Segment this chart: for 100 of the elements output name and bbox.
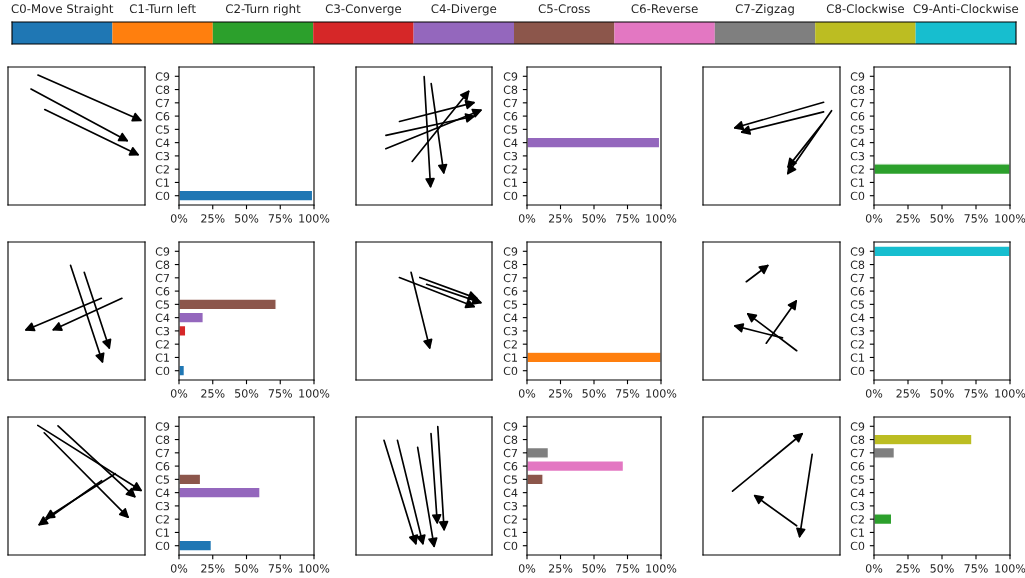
- y-tick-label: C0: [503, 366, 518, 376]
- x-tick-label: 25%: [548, 564, 573, 573]
- x-tick-label: 75%: [616, 389, 640, 398]
- x-tick-label: 75%: [964, 389, 988, 398]
- x-tick-label: 0%: [865, 389, 883, 398]
- y-tick-label: C2: [850, 340, 864, 349]
- y-tick-label: C7: [155, 273, 170, 283]
- y-tick-label: C8: [155, 260, 170, 269]
- y-tick-label: C6: [850, 462, 865, 471]
- y-tick-label: C4: [503, 138, 518, 148]
- y-tick-label: C5: [503, 300, 517, 309]
- y-tick-label: C7: [503, 448, 518, 458]
- y-tick-label: C7: [155, 448, 170, 458]
- y-tick-label: C0: [850, 366, 865, 376]
- y-tick-label: C9: [850, 247, 865, 256]
- y-tick-label: C4: [155, 138, 170, 148]
- y-tick-label: C2: [155, 515, 169, 524]
- y-tick-label: C0: [850, 541, 865, 551]
- x-tick-label: 75%: [268, 214, 292, 223]
- y-tick-label: C7: [503, 98, 518, 108]
- x-tick-label: 50%: [582, 389, 606, 398]
- y-tick-label: C7: [850, 448, 865, 458]
- x-tick-label: 100%: [646, 389, 677, 398]
- y-tick-label: C6: [850, 287, 865, 296]
- y-tick-label: C6: [850, 112, 865, 121]
- x-tick-label: 75%: [964, 564, 988, 573]
- bar: [179, 298, 277, 311]
- y-tick-label: C2: [503, 515, 517, 524]
- y-tick-label: C3: [155, 501, 170, 511]
- y-tick-label: C2: [155, 165, 169, 174]
- x-tick-label: 50%: [930, 389, 954, 398]
- x-tick-label: 0%: [518, 389, 536, 398]
- y-tick-label: C3: [850, 326, 865, 336]
- y-tick-label: C3: [850, 501, 865, 511]
- y-tick-label: C5: [850, 475, 864, 484]
- category-label: C2-Turn right: [225, 3, 301, 16]
- category-label: C6-Reverse: [631, 4, 698, 14]
- y-tick-label: C9: [155, 247, 170, 256]
- y-tick-label: C5: [503, 125, 517, 134]
- y-tick-label: C8: [850, 260, 865, 269]
- y-tick-label: C9: [155, 422, 170, 431]
- y-tick-label: C1: [850, 178, 864, 187]
- x-tick-label: 50%: [582, 214, 606, 223]
- y-tick-label: C5: [850, 125, 864, 134]
- x-tick-label: 100%: [299, 214, 330, 223]
- x-tick-label: 50%: [930, 564, 954, 573]
- y-tick-label: C7: [155, 98, 170, 108]
- category-label: C3-Converge: [325, 4, 402, 16]
- y-tick-label: C7: [850, 98, 865, 108]
- y-tick-label: C9: [850, 422, 865, 431]
- category-label: C5-Cross: [538, 4, 590, 14]
- x-tick-label: 0%: [170, 214, 188, 223]
- x-tick-label: 100%: [299, 389, 330, 398]
- x-tick-label: 100%: [646, 564, 677, 573]
- y-tick-label: C3: [503, 151, 518, 161]
- y-tick-label: C1: [503, 353, 517, 362]
- y-tick-label: C1: [155, 178, 169, 187]
- y-tick-label: C6: [503, 462, 518, 471]
- y-tick-label: C7: [503, 273, 518, 283]
- x-tick-label: 100%: [299, 564, 330, 573]
- y-tick-label: C0: [155, 366, 170, 376]
- y-tick-label: C3: [503, 326, 518, 336]
- y-tick-label: C9: [503, 422, 518, 431]
- y-tick-label: C6: [155, 112, 170, 121]
- y-tick-label: C9: [503, 247, 518, 256]
- y-tick-label: C5: [155, 475, 169, 484]
- y-tick-label: C6: [503, 287, 518, 296]
- y-tick-label: C0: [850, 191, 865, 201]
- x-tick-label: 0%: [865, 214, 883, 223]
- y-tick-label: C4: [850, 138, 865, 148]
- x-tick-label: 25%: [896, 564, 920, 573]
- y-tick-label: C6: [155, 287, 170, 296]
- y-tick-label: C9: [503, 72, 518, 81]
- x-tick-label: 50%: [930, 214, 954, 223]
- x-tick-label: 0%: [518, 564, 536, 573]
- y-tick-label: C2: [850, 515, 864, 524]
- y-tick-label: C2: [155, 340, 169, 349]
- x-tick-label: 0%: [518, 214, 536, 223]
- x-tick-label: 25%: [201, 564, 225, 573]
- x-tick-label: 75%: [268, 389, 292, 398]
- y-tick-label: C9: [155, 72, 170, 81]
- category-label: C1-Turn left: [129, 3, 196, 14]
- x-tick-label: 0%: [170, 564, 188, 573]
- y-tick-label: C4: [155, 488, 170, 498]
- y-tick-label: C4: [503, 313, 518, 323]
- y-tick-label: C4: [850, 313, 865, 323]
- category-label: C8-Clockwise: [826, 3, 904, 14]
- y-tick-label: C0: [155, 541, 170, 551]
- y-tick-label: C1: [155, 353, 169, 362]
- y-tick-label: C5: [155, 125, 169, 134]
- category-label: C7-Zigzag: [735, 3, 794, 16]
- x-tick-label: 100%: [995, 389, 1025, 398]
- x-tick-label: 100%: [995, 214, 1025, 223]
- x-tick-label: 50%: [235, 214, 259, 223]
- x-tick-label: 25%: [548, 389, 573, 398]
- x-tick-label: 25%: [896, 389, 920, 398]
- x-tick-label: 50%: [235, 564, 259, 573]
- y-tick-label: C0: [503, 541, 518, 551]
- y-tick-label: C8: [503, 435, 518, 444]
- y-tick-label: C2: [850, 165, 864, 174]
